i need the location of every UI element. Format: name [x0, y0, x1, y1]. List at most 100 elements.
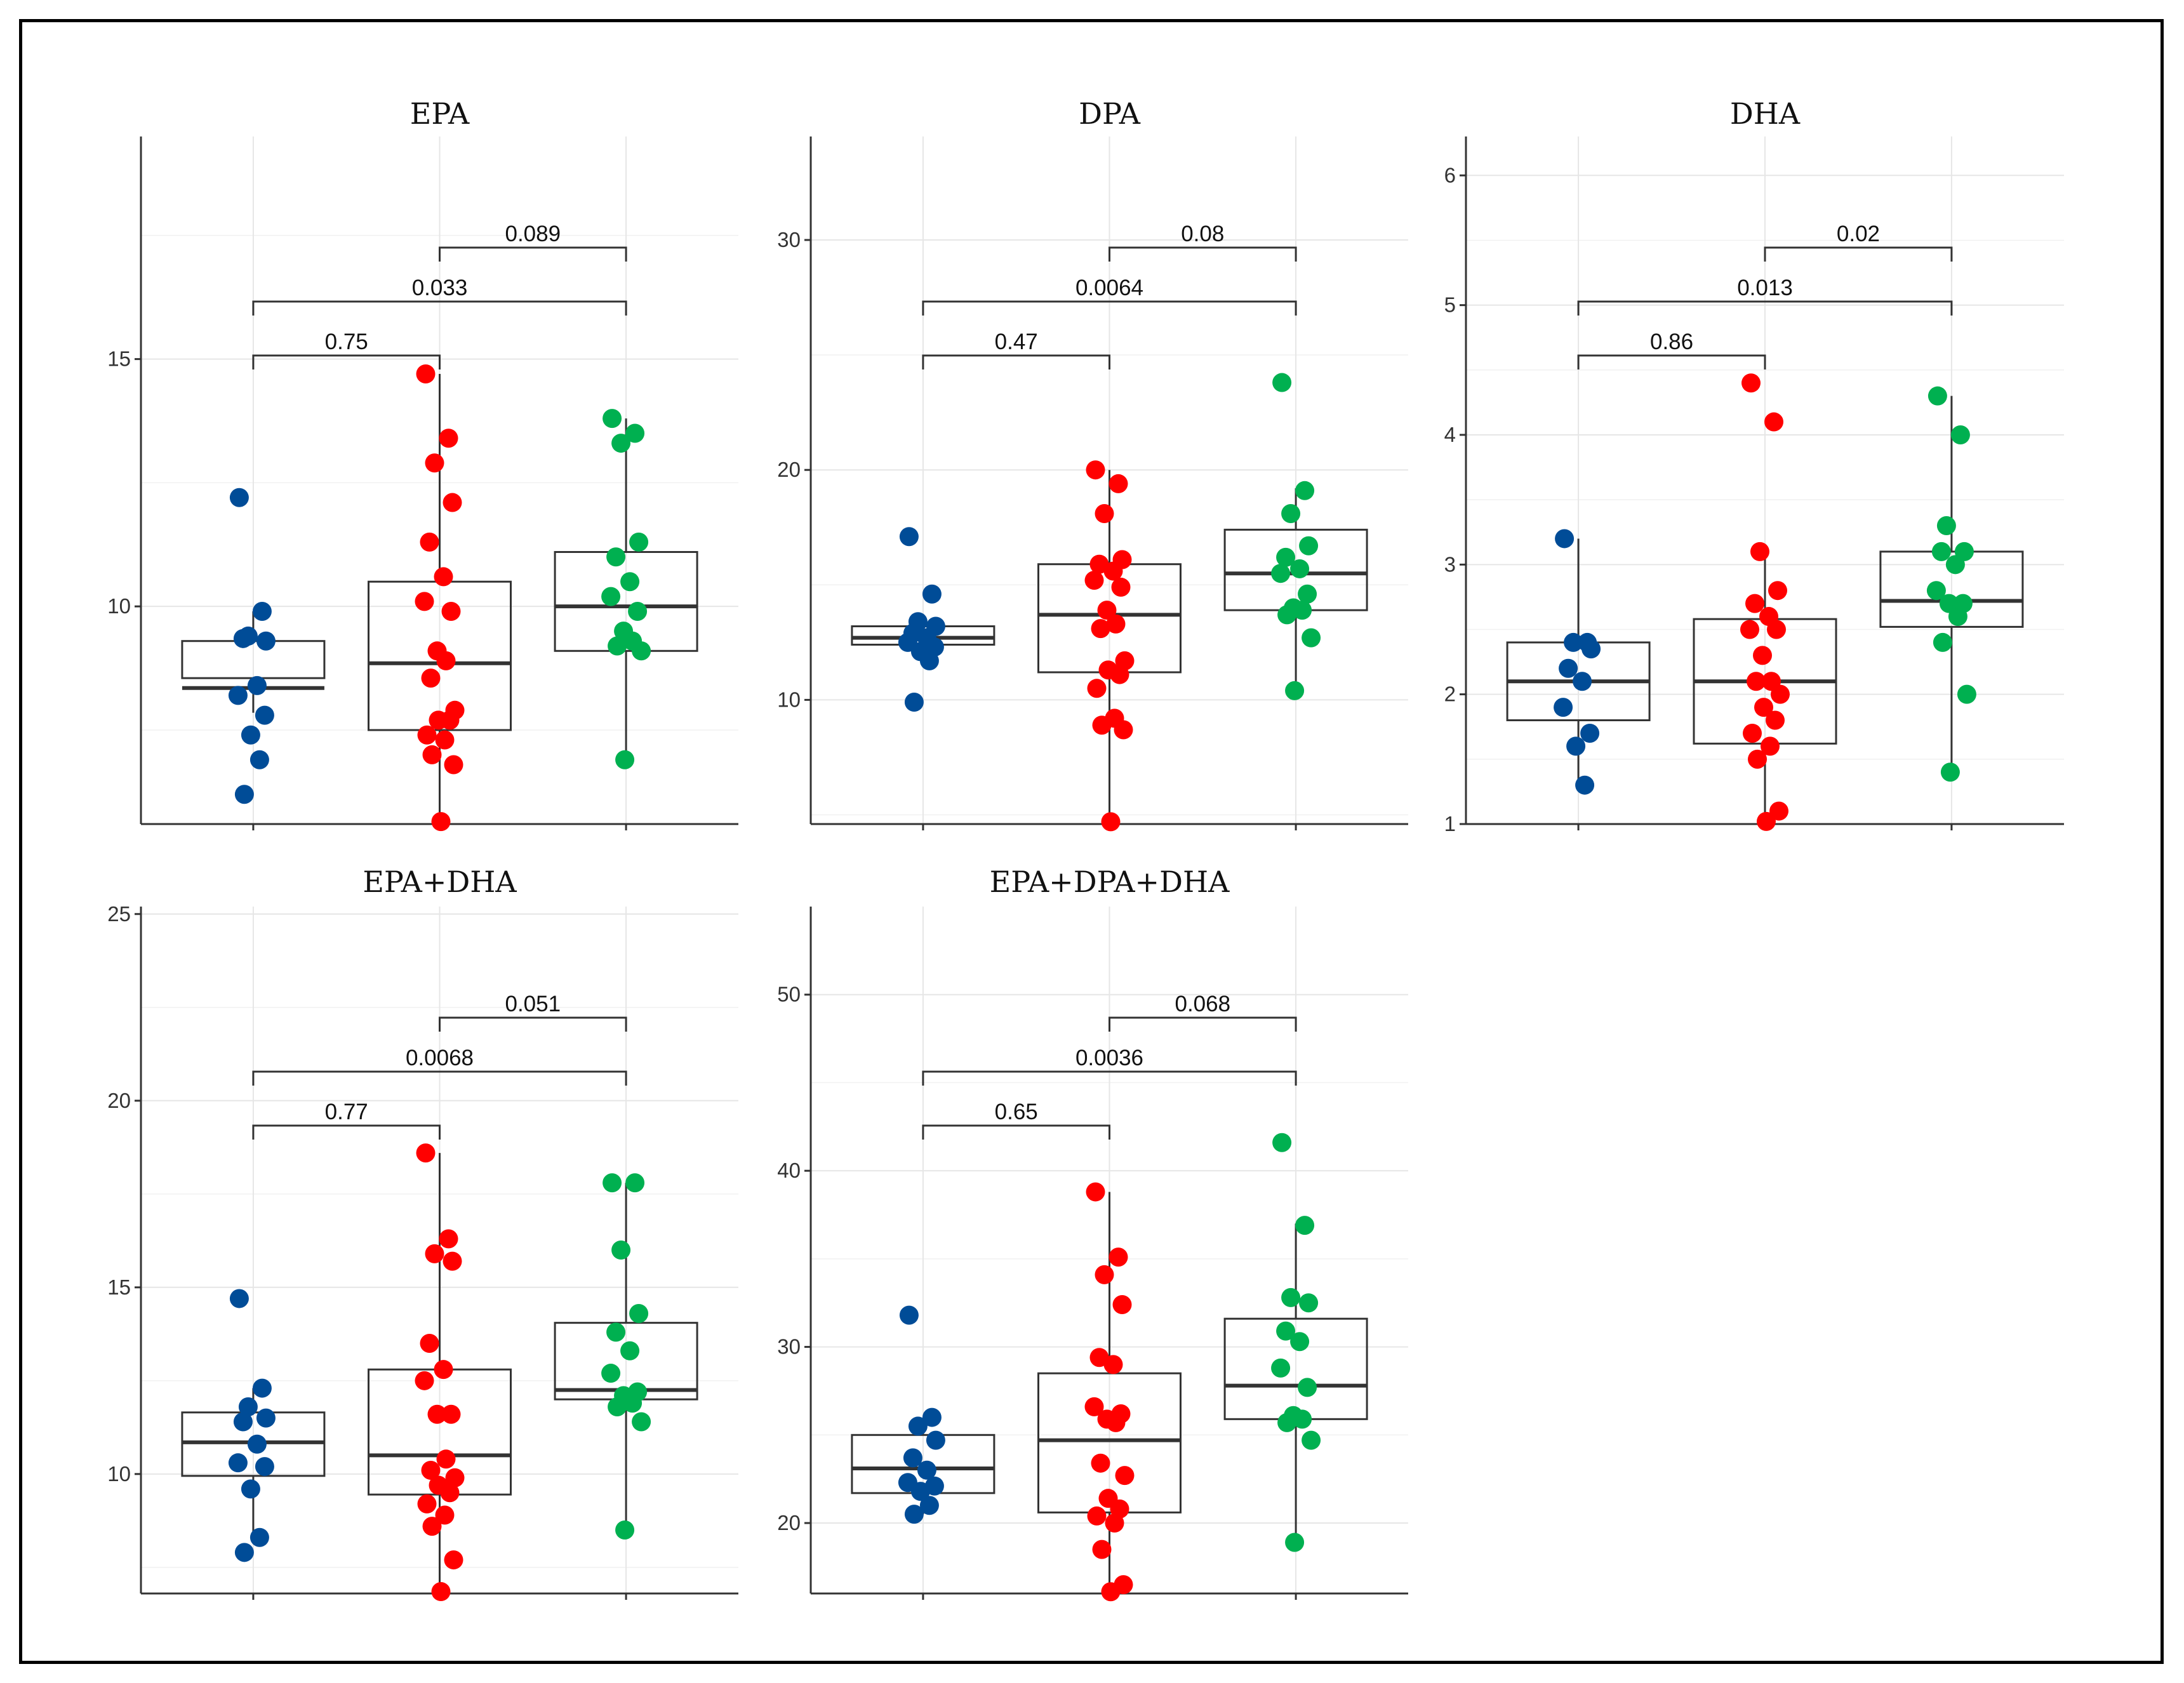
comparison-bracket — [439, 1016, 627, 1032]
data-point — [229, 1289, 249, 1308]
data-point — [1581, 639, 1601, 659]
data-point — [908, 1416, 928, 1436]
data-point — [443, 493, 462, 512]
data-point — [247, 1434, 267, 1454]
data-point — [611, 1241, 631, 1260]
y-tick-label: 50 — [777, 983, 801, 1006]
data-point — [422, 745, 442, 764]
data-point — [421, 1460, 441, 1480]
data-point — [255, 705, 274, 725]
data-point — [1748, 749, 1767, 769]
data-point — [625, 1173, 645, 1193]
data-point — [228, 1453, 248, 1473]
data-point — [234, 1543, 254, 1562]
data-point — [416, 364, 436, 383]
data-point — [1114, 720, 1133, 740]
data-point — [1086, 460, 1105, 480]
data-point — [420, 1334, 439, 1354]
y-tick-label: 5 — [1444, 293, 1456, 317]
data-point — [435, 1505, 455, 1525]
panel-title: DHA — [1730, 96, 1801, 131]
panel-dpa: 10 20 30 DPA 0.47 0.0064 0.08 — [777, 96, 1408, 832]
data-point — [422, 1517, 442, 1536]
y-tick-label: 20 — [107, 1089, 131, 1112]
p-value-label: 0.75 — [325, 329, 368, 354]
p-value-label: 0.08 — [1181, 222, 1224, 246]
data-point — [615, 1520, 635, 1540]
data-point — [445, 1468, 465, 1487]
y-tick-label: 20 — [777, 458, 801, 481]
data-point — [1276, 547, 1296, 567]
data-point — [1740, 620, 1759, 639]
data-point — [1091, 619, 1110, 639]
comparison-bracket — [922, 300, 1297, 316]
data-point — [1285, 1533, 1305, 1552]
data-point — [415, 592, 434, 611]
data-point — [629, 532, 649, 552]
y-tick-label: 4 — [1444, 423, 1456, 446]
box — [1879, 550, 2024, 628]
data-point — [439, 1229, 458, 1249]
data-point — [1573, 672, 1592, 691]
figure-frame — [19, 19, 2164, 1664]
data-point — [601, 1364, 621, 1383]
data-point — [1764, 412, 1783, 432]
data-point — [1084, 571, 1104, 590]
data-point — [904, 693, 924, 712]
data-point — [1103, 1355, 1123, 1374]
data-point — [417, 725, 437, 745]
comparison-bracket — [1109, 1016, 1297, 1032]
data-point — [1281, 504, 1301, 524]
data-point — [1112, 1295, 1132, 1315]
p-value-label: 0.47 — [995, 329, 1038, 354]
data-point — [611, 434, 631, 453]
p-value-label: 0.068 — [1175, 992, 1230, 1016]
data-point — [601, 587, 621, 606]
y-tick-label: 1 — [1444, 812, 1456, 835]
comparison-bracket — [252, 300, 627, 316]
data-point — [1272, 1133, 1292, 1152]
data-point — [1276, 1321, 1296, 1341]
p-value-label: 0.033 — [412, 276, 468, 300]
data-point — [441, 601, 461, 621]
data-point — [427, 1404, 447, 1424]
data-point — [1086, 1182, 1105, 1202]
data-point — [1945, 555, 1965, 575]
data-point — [1767, 620, 1786, 639]
data-point — [233, 629, 253, 648]
data-point — [919, 651, 939, 670]
data-point — [1580, 723, 1600, 743]
data-point — [606, 1322, 626, 1342]
y-tick-label: 15 — [107, 1275, 131, 1299]
data-point — [1757, 811, 1776, 831]
y-tick-label: 20 — [777, 1511, 801, 1534]
data-point — [1115, 1466, 1135, 1486]
box — [1037, 1372, 1182, 1513]
data-point — [1106, 1413, 1126, 1432]
data-point — [926, 1430, 945, 1450]
data-point — [434, 567, 453, 587]
panel-epa: 10 15 EPA 0.75 0.033 0.089 — [107, 96, 738, 832]
data-point — [629, 1303, 649, 1323]
y-tick-label: 30 — [777, 1335, 801, 1359]
data-point — [436, 1449, 456, 1469]
data-point — [1109, 1247, 1128, 1267]
data-point — [1743, 723, 1762, 743]
data-point — [919, 1496, 939, 1515]
data-point — [1109, 474, 1128, 493]
data-point — [439, 429, 458, 448]
comparison-bracket — [1577, 300, 1953, 316]
p-value-label: 0.0064 — [1075, 276, 1143, 300]
data-point — [632, 641, 651, 661]
panel-title: EPA+DPA+DHA — [990, 865, 1230, 899]
data-point — [252, 601, 272, 621]
data-point — [1295, 1216, 1315, 1235]
data-point — [1277, 605, 1297, 625]
data-point — [1940, 762, 1960, 782]
comparison-bracket — [922, 1124, 1110, 1140]
data-point — [425, 453, 444, 473]
data-point — [1110, 665, 1129, 684]
data-point — [1293, 1409, 1312, 1429]
y-tick-label: 40 — [777, 1159, 801, 1182]
data-point — [1957, 684, 1976, 704]
